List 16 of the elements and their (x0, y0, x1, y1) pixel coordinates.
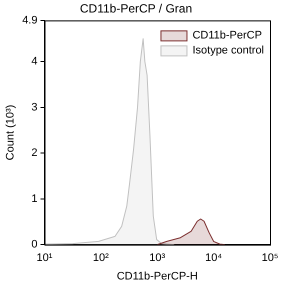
y-tick-label: 3 (31, 101, 38, 114)
x-tick-label: 10⁵ (262, 252, 278, 264)
x-tick-label: 10³ (149, 252, 166, 264)
x-tick-label: 10¹ (36, 252, 53, 264)
x-axis-title: CD11b-PerCP-H (116, 270, 198, 282)
legend-label: CD11b-PerCP (192, 29, 262, 42)
y-tick-label: 0 (31, 238, 38, 251)
y-tick-label: 4.9 (22, 14, 38, 26)
legend-label: Isotype control (192, 44, 264, 56)
chart-title: CD11b-PerCP / Gran (80, 2, 192, 16)
y-tick-label: 2 (31, 147, 38, 160)
x-tick-label: 10² (92, 252, 110, 264)
y-tick-label: 4 (31, 56, 38, 68)
x-tick-label: 10⁴ (205, 252, 222, 264)
y-tick-label: 1 (31, 192, 38, 205)
y-axis-title: Count (10³) (4, 104, 17, 160)
